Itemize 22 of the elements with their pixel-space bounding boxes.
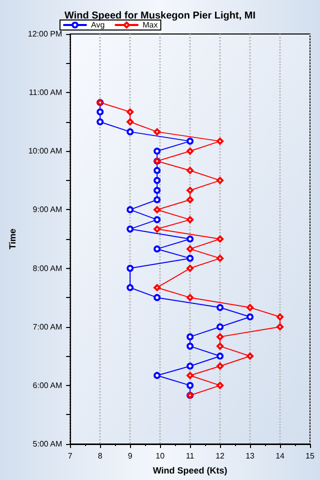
x-tick-label: 7 — [68, 452, 73, 460]
y-axis-title: Time — [8, 228, 18, 250]
y-tick-label: 11:00 AM — [28, 88, 62, 98]
legend-label: Avg — [91, 20, 105, 30]
y-tick-label: 12:00 PM — [28, 30, 62, 38]
y-tick-label: 6:00 AM — [32, 380, 62, 390]
y-tick-label: 8:00 AM — [32, 264, 62, 273]
x-tick-label: 10 — [156, 452, 166, 460]
x-tick-label: 8 — [98, 452, 103, 460]
y-tick-label: 9:00 AM — [32, 205, 62, 214]
x-tick-label: 14 — [276, 452, 286, 460]
x-tick-label: 11 — [186, 452, 195, 460]
x-axis-title: Wind Speed (Kts) — [152, 466, 228, 476]
x-tick-label: 12 — [216, 452, 226, 460]
x-tick-label: 15 — [306, 452, 315, 460]
chart-title: Wind Speed for Muskegon Pier Light, MI — [64, 10, 256, 22]
x-tick-label: 13 — [246, 452, 256, 460]
x-tick-label: 9 — [128, 452, 133, 460]
y-tick-label: 7:00 AM — [32, 322, 62, 332]
y-tick-label: 10:00 AM — [28, 146, 62, 156]
legend-label: Max — [142, 20, 158, 30]
y-tick-label: 5:00 AM — [32, 440, 62, 448]
